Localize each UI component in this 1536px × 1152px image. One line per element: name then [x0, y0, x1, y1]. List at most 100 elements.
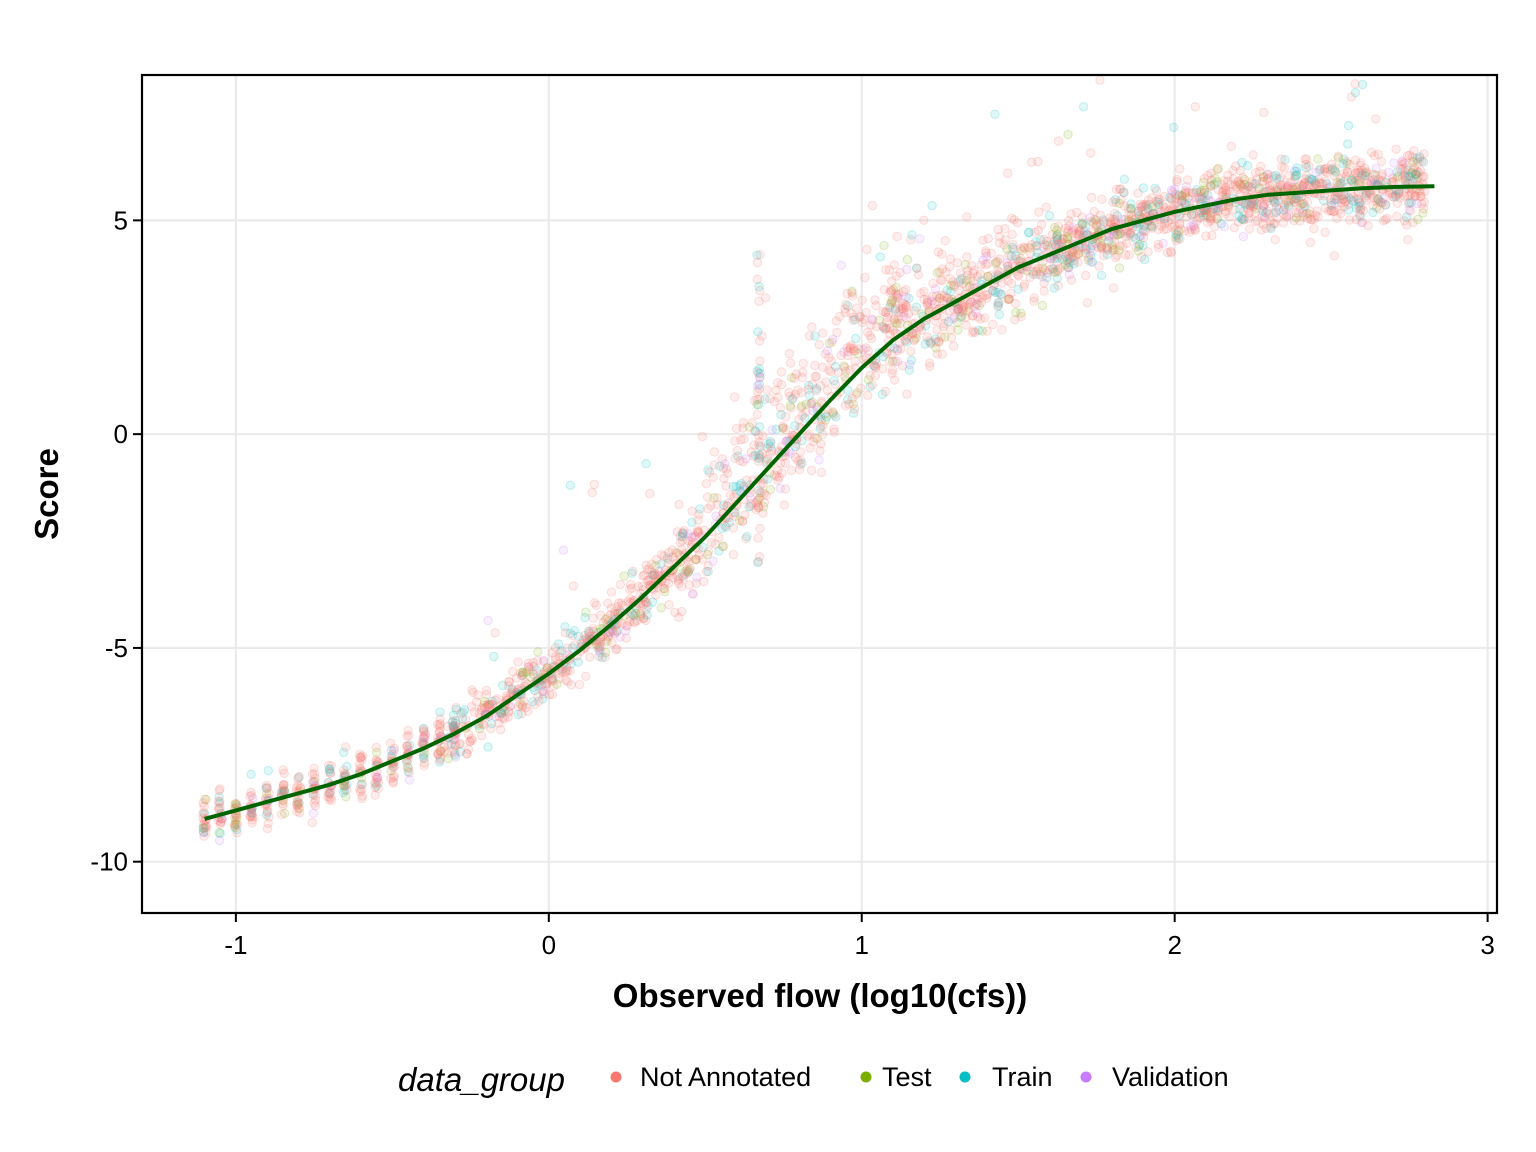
point-not-annotated: [356, 752, 366, 762]
point-not-annotated: [775, 403, 786, 413]
point-not-annotated: [610, 609, 620, 619]
point-not-annotated: [1039, 286, 1049, 296]
point-not-annotated: [278, 780, 289, 790]
point-train: [1142, 200, 1152, 210]
point-not-annotated: [924, 303, 934, 313]
point-not-annotated: [753, 533, 763, 543]
point-not-annotated: [370, 790, 380, 800]
point-not-annotated: [324, 795, 334, 805]
point-not-annotated: [1210, 222, 1220, 232]
point-test: [656, 603, 666, 613]
point-train: [434, 757, 445, 767]
point-not-annotated: [1220, 208, 1231, 219]
point-not-annotated: [1235, 179, 1245, 189]
point-not-annotated: [1207, 230, 1217, 241]
point-train: [641, 459, 651, 469]
point-not-annotated: [749, 440, 759, 450]
point-not-annotated: [1153, 239, 1164, 250]
point-train: [731, 482, 741, 492]
legend-label-test: Test: [882, 1062, 932, 1092]
point-not-annotated: [976, 297, 986, 308]
point-train: [338, 787, 349, 798]
point-not-annotated: [1260, 214, 1270, 224]
point-not-annotated: [279, 779, 289, 790]
point-not-annotated: [667, 545, 677, 555]
point-not-annotated: [555, 648, 565, 658]
point-train: [419, 753, 429, 763]
point-not-annotated: [232, 820, 243, 830]
point-not-annotated: [310, 801, 320, 811]
point-test: [533, 647, 543, 657]
point-not-annotated: [585, 652, 595, 662]
point-not-annotated: [730, 436, 740, 446]
point-not-annotated: [912, 263, 922, 273]
point-train: [953, 304, 963, 314]
point-not-annotated: [246, 787, 256, 798]
point-not-annotated: [866, 333, 877, 344]
point-not-annotated: [740, 510, 750, 520]
point-test: [1114, 263, 1125, 273]
point-test: [619, 571, 629, 581]
point-train: [1343, 139, 1353, 149]
point-not-annotated: [550, 652, 561, 662]
point-not-annotated: [370, 783, 380, 793]
point-not-annotated: [818, 420, 828, 431]
point-test: [983, 271, 993, 282]
grid-lines: [142, 75, 1497, 913]
point-not-annotated: [1171, 193, 1181, 203]
point-test: [974, 300, 984, 311]
point-train: [324, 764, 334, 774]
point-not-annotated: [1241, 184, 1252, 194]
point-not-annotated: [759, 488, 769, 499]
point-not-annotated: [474, 708, 485, 718]
point-not-annotated: [818, 328, 828, 338]
point-validation: [388, 762, 398, 773]
point-not-annotated: [1232, 184, 1243, 195]
point-not-annotated: [371, 778, 381, 788]
point-train: [537, 694, 548, 704]
point-not-annotated: [699, 576, 709, 587]
point-train: [1173, 233, 1184, 243]
point-not-annotated: [530, 699, 540, 710]
point-not-annotated: [834, 311, 845, 322]
point-not-annotated: [481, 689, 492, 700]
point-not-annotated: [1295, 216, 1305, 226]
point-not-annotated: [1336, 198, 1346, 208]
point-not-annotated: [325, 768, 335, 779]
point-not-annotated: [754, 296, 764, 306]
point-train: [1361, 188, 1372, 199]
point-not-annotated: [434, 728, 445, 738]
point-test: [963, 306, 973, 316]
point-train: [418, 723, 428, 734]
point-not-annotated: [940, 236, 950, 246]
point-not-annotated: [630, 618, 640, 628]
point-train: [1350, 87, 1361, 98]
point-not-annotated: [1108, 283, 1119, 293]
point-test: [309, 776, 320, 787]
point-not-annotated: [279, 768, 289, 778]
point-not-annotated: [1053, 136, 1064, 146]
point-not-annotated: [1403, 235, 1413, 245]
point-not-annotated: [293, 803, 303, 813]
point-not-annotated: [1301, 154, 1312, 164]
point-not-annotated: [1248, 150, 1258, 160]
point-not-annotated: [199, 801, 209, 811]
point-not-annotated: [1408, 165, 1418, 176]
point-train: [754, 281, 764, 292]
point-not-annotated: [997, 278, 1007, 288]
point-not-annotated: [574, 679, 585, 690]
point-not-annotated: [231, 819, 242, 829]
point-not-annotated: [388, 778, 398, 788]
point-not-annotated: [676, 581, 687, 592]
point-not-annotated: [293, 780, 303, 791]
point-train: [990, 287, 1001, 297]
point-train: [214, 792, 224, 802]
point-not-annotated: [851, 303, 862, 313]
point-train: [1243, 182, 1253, 192]
point-not-annotated: [810, 360, 820, 371]
point-test: [630, 608, 641, 619]
point-not-annotated: [694, 509, 704, 520]
point-not-annotated: [588, 613, 598, 623]
point-not-annotated: [730, 511, 740, 521]
point-not-annotated: [772, 378, 783, 388]
